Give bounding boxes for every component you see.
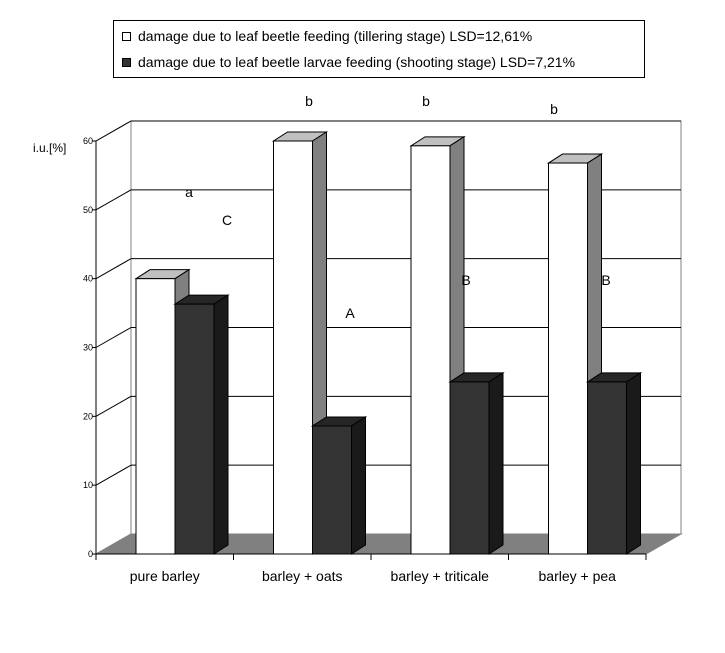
legend-swatch-white [122,31,131,41]
bar [174,303,215,555]
significance-letter: b [550,101,558,117]
bar [312,425,352,555]
significance-letter: b [305,93,313,109]
legend-item-series-1: damage due to leaf beetle feeding (tille… [122,28,532,44]
y-tick-label: 50 [83,205,93,215]
y-axis-label: i.u.[%] [33,141,66,155]
y-tick-label: 0 [88,549,93,559]
gridline-side [95,120,132,142]
bar-side [626,372,641,555]
significance-letter: A [345,305,355,321]
y-tick-label: 40 [83,274,93,284]
gridline-side [95,189,132,211]
bar-side [488,372,504,555]
x-tick-label: pure barley [130,568,200,584]
x-tick-label: barley + triticale [391,568,490,584]
bar [410,145,451,555]
gridline-side [95,258,132,280]
legend-swatch-dark [122,57,131,67]
legend: damage due to leaf beetle feeding (tille… [113,20,645,78]
gridline-side [95,327,132,348]
bar [273,140,313,555]
x-tick-label: barley + pea [539,568,617,584]
significance-letter: b [422,93,430,109]
significance-letter: a [185,184,193,200]
x-tick-label: barley + oats [262,568,343,584]
gridline-side [95,464,132,486]
bar-side [213,294,229,555]
bar [135,278,176,555]
y-tick-label: 60 [83,136,93,146]
y-tick-label: 30 [83,343,93,353]
significance-letter: B [601,272,610,288]
gridline-side [95,395,132,417]
bar [449,381,490,555]
y-tick-label: 20 [83,411,93,421]
significance-letter: B [461,272,470,288]
legend-item-series-2: damage due to leaf beetle larvae feeding… [122,54,575,70]
legend-label-series-1: damage due to leaf beetle feeding (tille… [138,28,533,44]
legend-label-series-2: damage due to leaf beetle larvae feeding… [138,54,576,70]
significance-letter: C [222,212,232,228]
bar [548,162,588,555]
y-tick-label: 10 [83,480,93,490]
bar-side [351,416,366,555]
bar [587,381,627,555]
